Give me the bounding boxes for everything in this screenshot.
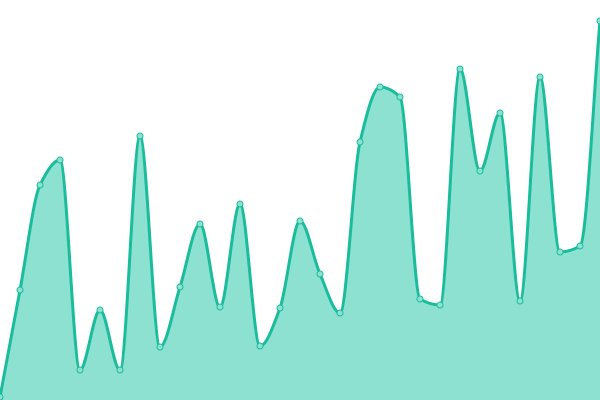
data-point-3: [56, 156, 64, 164]
data-point-16: [316, 270, 324, 278]
data-point-27: [536, 73, 544, 81]
data-point-20: [396, 93, 404, 101]
data-point-17: [336, 309, 344, 317]
data-point-7: [136, 132, 144, 140]
data-point-2: [36, 181, 44, 189]
data-point-13: [256, 342, 264, 350]
data-point-30: [596, 17, 600, 25]
data-point-15: [296, 217, 304, 225]
data-point-14: [276, 304, 284, 312]
data-point-28: [556, 248, 564, 256]
data-point-6: [116, 366, 124, 374]
data-point-26: [516, 297, 524, 305]
data-point-0: [0, 393, 4, 400]
data-point-19: [376, 83, 384, 91]
data-point-23: [456, 65, 464, 73]
data-point-25: [496, 109, 504, 117]
data-point-24: [476, 167, 484, 175]
data-point-22: [436, 301, 444, 309]
series-line: [0, 20, 600, 398]
data-point-9: [176, 283, 184, 291]
data-point-10: [196, 220, 204, 228]
data-point-8: [156, 343, 164, 351]
data-point-4: [76, 366, 84, 374]
area-fill: [0, 21, 600, 400]
data-point-29: [576, 242, 584, 250]
data-points: [0, 17, 600, 400]
data-point-21: [416, 295, 424, 303]
data-point-12: [236, 200, 244, 208]
data-point-1: [16, 286, 24, 294]
data-point-11: [216, 303, 224, 311]
data-point-18: [356, 138, 364, 146]
data-point-5: [96, 306, 104, 314]
